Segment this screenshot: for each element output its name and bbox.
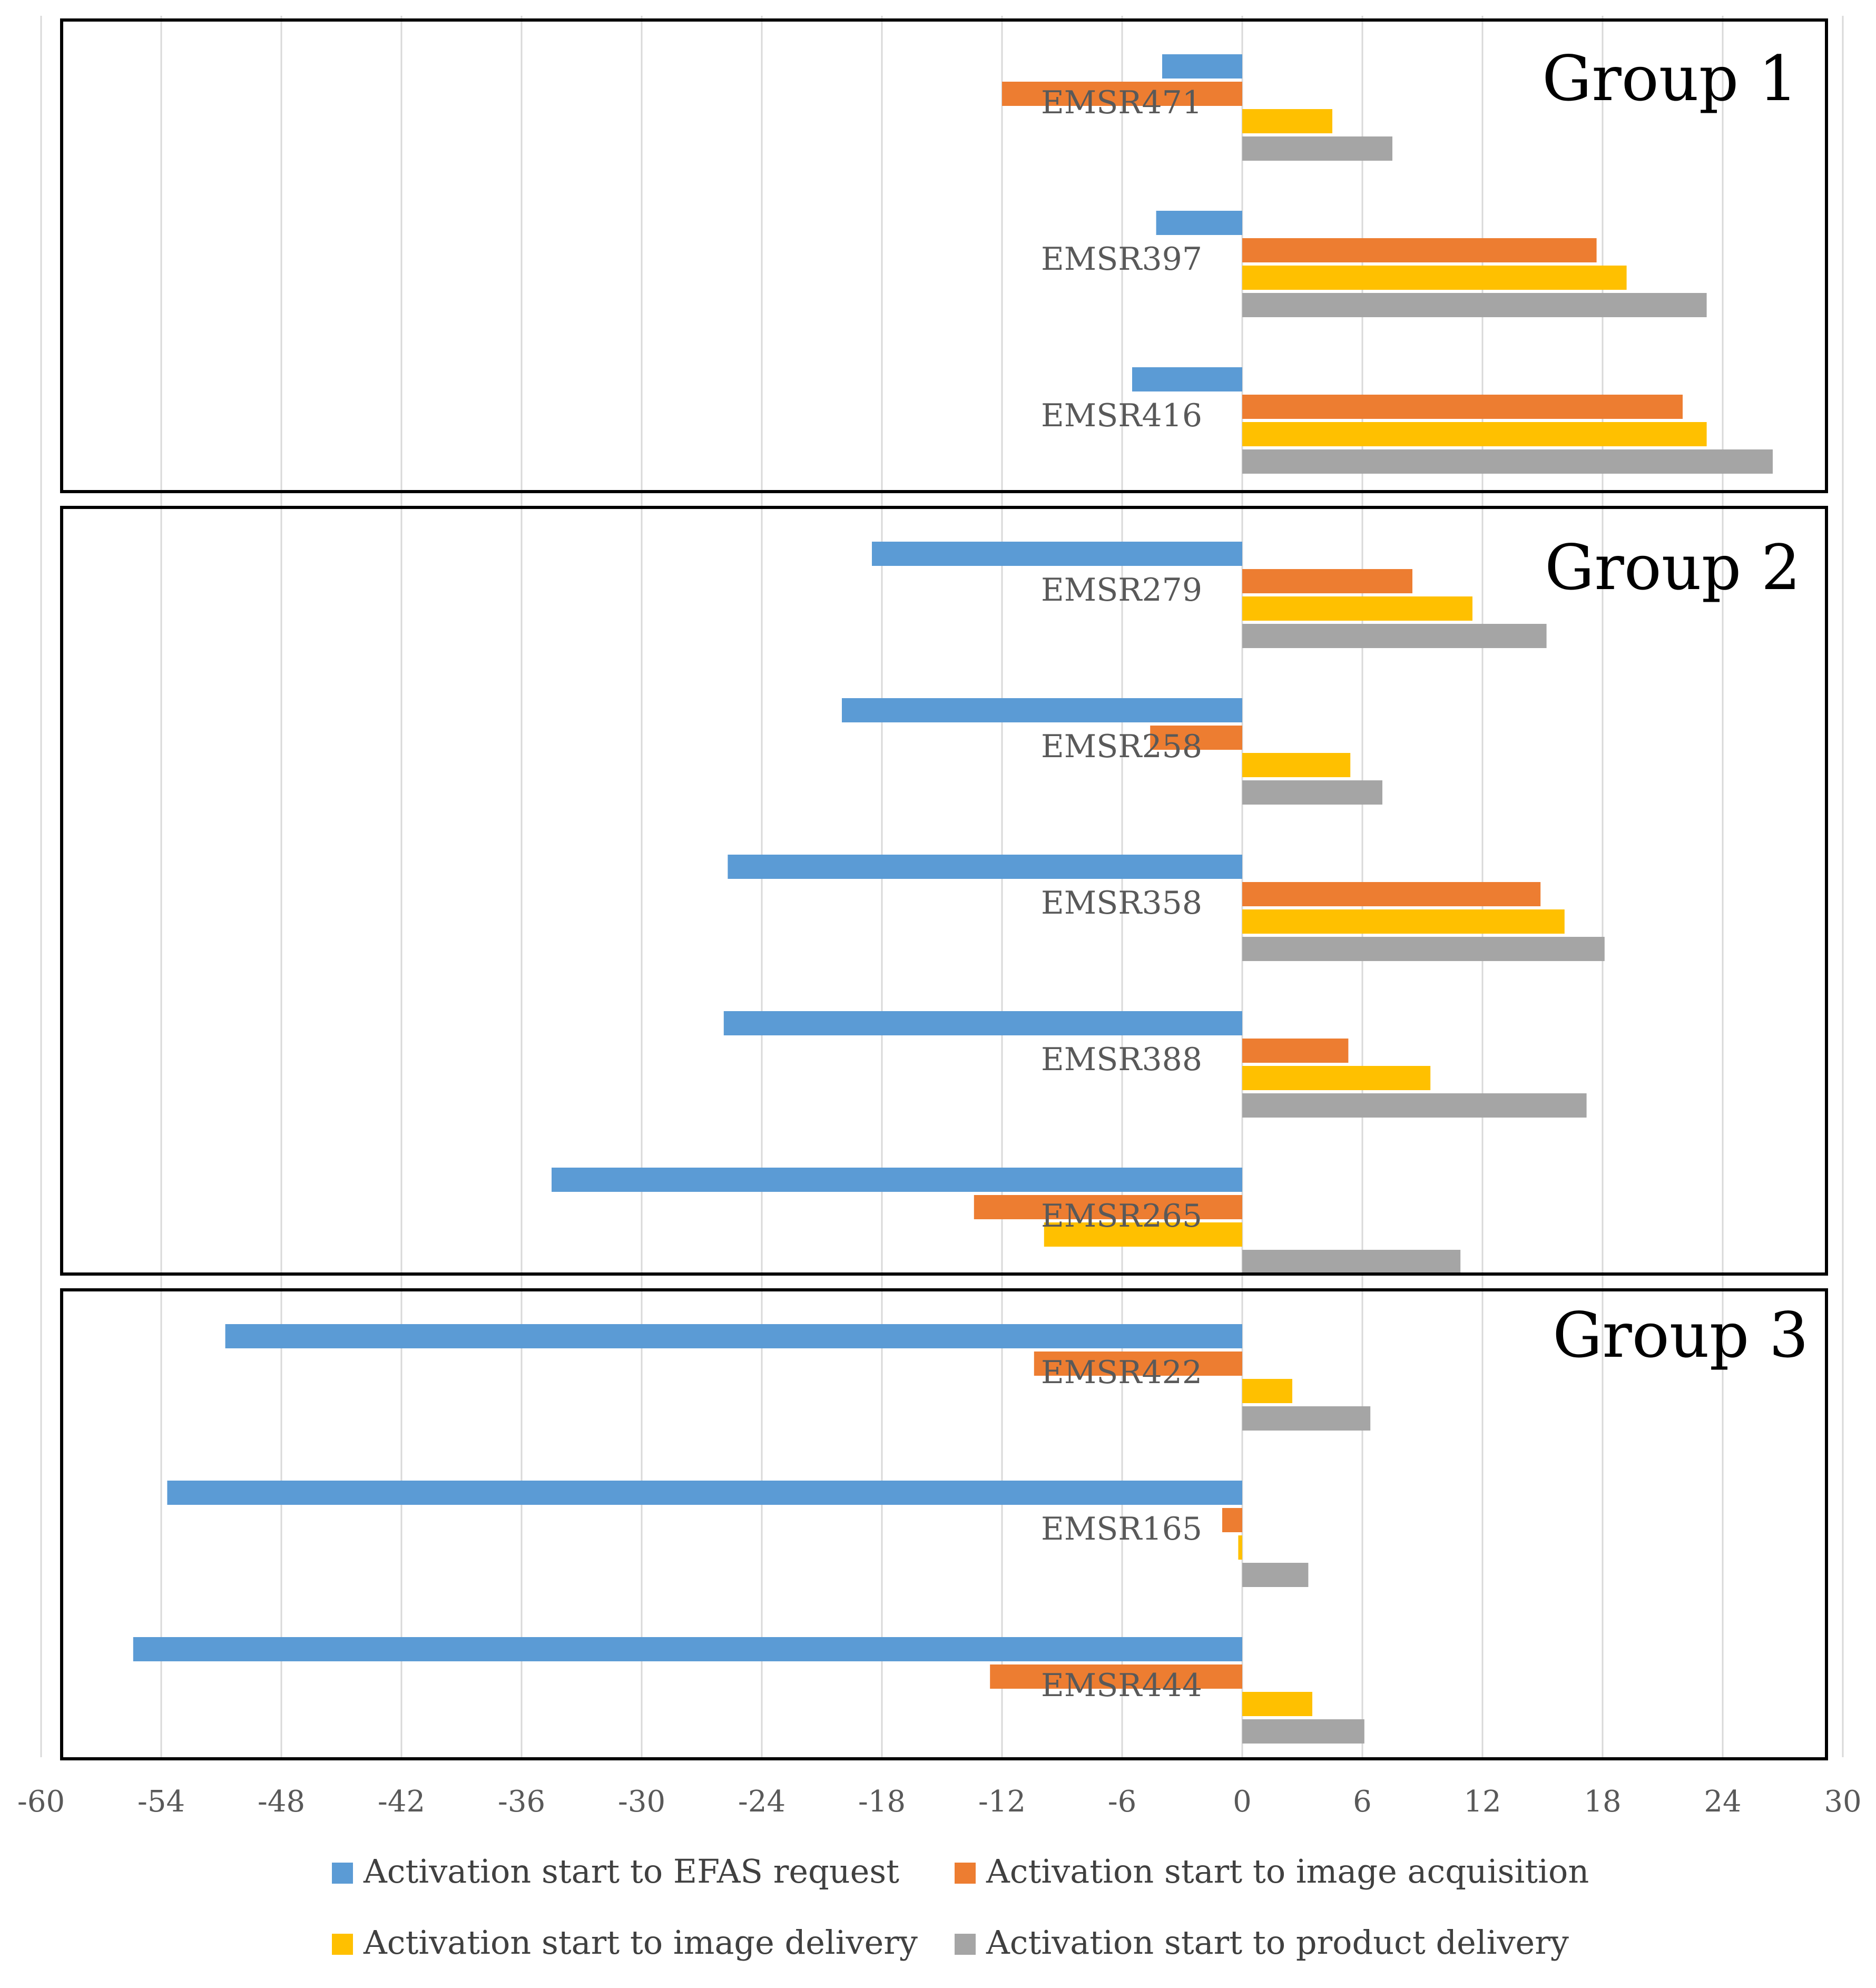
- bar: [1242, 1093, 1587, 1118]
- bar: [1242, 1379, 1292, 1403]
- bar: [1222, 1508, 1242, 1532]
- bar: [1242, 1406, 1371, 1431]
- bar: [167, 1481, 1242, 1505]
- bar: [1242, 753, 1351, 777]
- bar: [1242, 882, 1541, 906]
- bar: [974, 1195, 1242, 1219]
- x-tick-label: 0: [1233, 1785, 1252, 1819]
- bar: [1150, 726, 1242, 750]
- category-label: EMSR422: [1041, 1354, 1202, 1391]
- group-frames: [60, 18, 1828, 1760]
- bar: [1242, 1039, 1349, 1063]
- category-label: EMSR358: [1041, 885, 1202, 922]
- legend-swatch: [332, 1863, 353, 1884]
- x-tick-label: -42: [378, 1785, 425, 1819]
- x-tick-label: -36: [498, 1785, 545, 1819]
- bar: [723, 1011, 1242, 1035]
- x-tick-label: -24: [738, 1785, 785, 1819]
- category-label: EMSR388: [1041, 1041, 1202, 1078]
- bar: [1242, 395, 1683, 419]
- bar: [1242, 909, 1565, 934]
- x-tick-label: -30: [618, 1785, 665, 1819]
- legend-label: Activation start to image acquisition: [986, 1852, 1589, 1891]
- bar: [842, 698, 1242, 722]
- bar: [1242, 937, 1605, 961]
- group-frame: [60, 506, 1828, 1276]
- bar: [225, 1324, 1243, 1348]
- bar: [1242, 1250, 1461, 1274]
- category-labels: EMSR471 EMSR397 EMSR416 EMSR279 EMSR258 EMSR3…: [1041, 84, 1202, 1704]
- x-tick-label: 12: [1464, 1785, 1501, 1819]
- x-tick-label: -48: [258, 1785, 305, 1819]
- x-tick-label: -60: [17, 1785, 65, 1819]
- x-tick-label: 24: [1704, 1785, 1741, 1819]
- bar: [133, 1637, 1242, 1661]
- bar: [1242, 266, 1627, 290]
- x-tick-label: 30: [1824, 1785, 1861, 1819]
- bar: [1044, 1222, 1242, 1247]
- x-tick-label: 18: [1584, 1785, 1621, 1819]
- bar: [1132, 367, 1242, 391]
- x-tick-label: -12: [978, 1785, 1026, 1819]
- legend: Activation start to EFAS request Activati…: [332, 1852, 1589, 1962]
- bar: [1242, 449, 1773, 474]
- bar: [1242, 109, 1332, 133]
- category-label: EMSR397: [1041, 241, 1202, 278]
- bar: [1242, 1692, 1312, 1716]
- x-axis-tick-labels: -60 -54 -48 -42 -36 -30 -24 -18 -12 -6 0 6 12 18 24 30: [17, 1785, 1862, 1819]
- bar: [1002, 82, 1242, 106]
- category-label: EMSR279: [1041, 572, 1202, 609]
- bar: [1242, 1066, 1431, 1090]
- bar: [1242, 238, 1597, 262]
- group-label: Group 3: [1553, 1299, 1809, 1372]
- bar: [1242, 293, 1707, 317]
- bar: [1242, 624, 1547, 648]
- category-label: EMSR258: [1041, 728, 1202, 765]
- category-label: EMSR165: [1041, 1511, 1202, 1548]
- bar: [728, 855, 1242, 879]
- bar: [1242, 569, 1412, 593]
- bar: [552, 1168, 1242, 1192]
- bar: [1242, 136, 1392, 161]
- category-label: EMSR471: [1041, 84, 1202, 121]
- x-tick-label: -54: [137, 1785, 185, 1819]
- bar: [1242, 596, 1472, 621]
- legend-swatch: [332, 1934, 353, 1955]
- x-tick-label: 6: [1353, 1785, 1372, 1819]
- bar: [1238, 1535, 1242, 1560]
- group-label: Group 2: [1545, 531, 1801, 604]
- legend-label: Activation start to product delivery: [986, 1923, 1569, 1962]
- x-tick-label: -18: [858, 1785, 906, 1819]
- group-frame: [60, 18, 1828, 493]
- legend-swatch: [955, 1863, 976, 1884]
- bars: [133, 54, 1773, 1744]
- group-labels: Group 1 Group 2 Group 3: [1542, 42, 1809, 1372]
- x-tick-label: -6: [1108, 1785, 1137, 1819]
- bar: [1034, 1352, 1242, 1376]
- category-label: EMSR444: [1041, 1667, 1202, 1704]
- bar: [1162, 54, 1242, 79]
- group-label: Group 1: [1542, 42, 1798, 115]
- bar: [1242, 1719, 1364, 1744]
- category-label: EMSR416: [1041, 397, 1202, 434]
- group-frame: [60, 1288, 1828, 1760]
- legend-label: Activation start to image delivery: [363, 1923, 918, 1962]
- legend-swatch: [955, 1934, 976, 1955]
- legend-label: Activation start to EFAS request: [363, 1852, 899, 1891]
- bar: [1156, 211, 1242, 235]
- bar: [872, 542, 1242, 566]
- bar: [990, 1664, 1242, 1689]
- bar: [1242, 422, 1707, 446]
- bar: [1242, 780, 1382, 805]
- category-label: EMSR265: [1041, 1198, 1202, 1235]
- bar: [1242, 1563, 1309, 1587]
